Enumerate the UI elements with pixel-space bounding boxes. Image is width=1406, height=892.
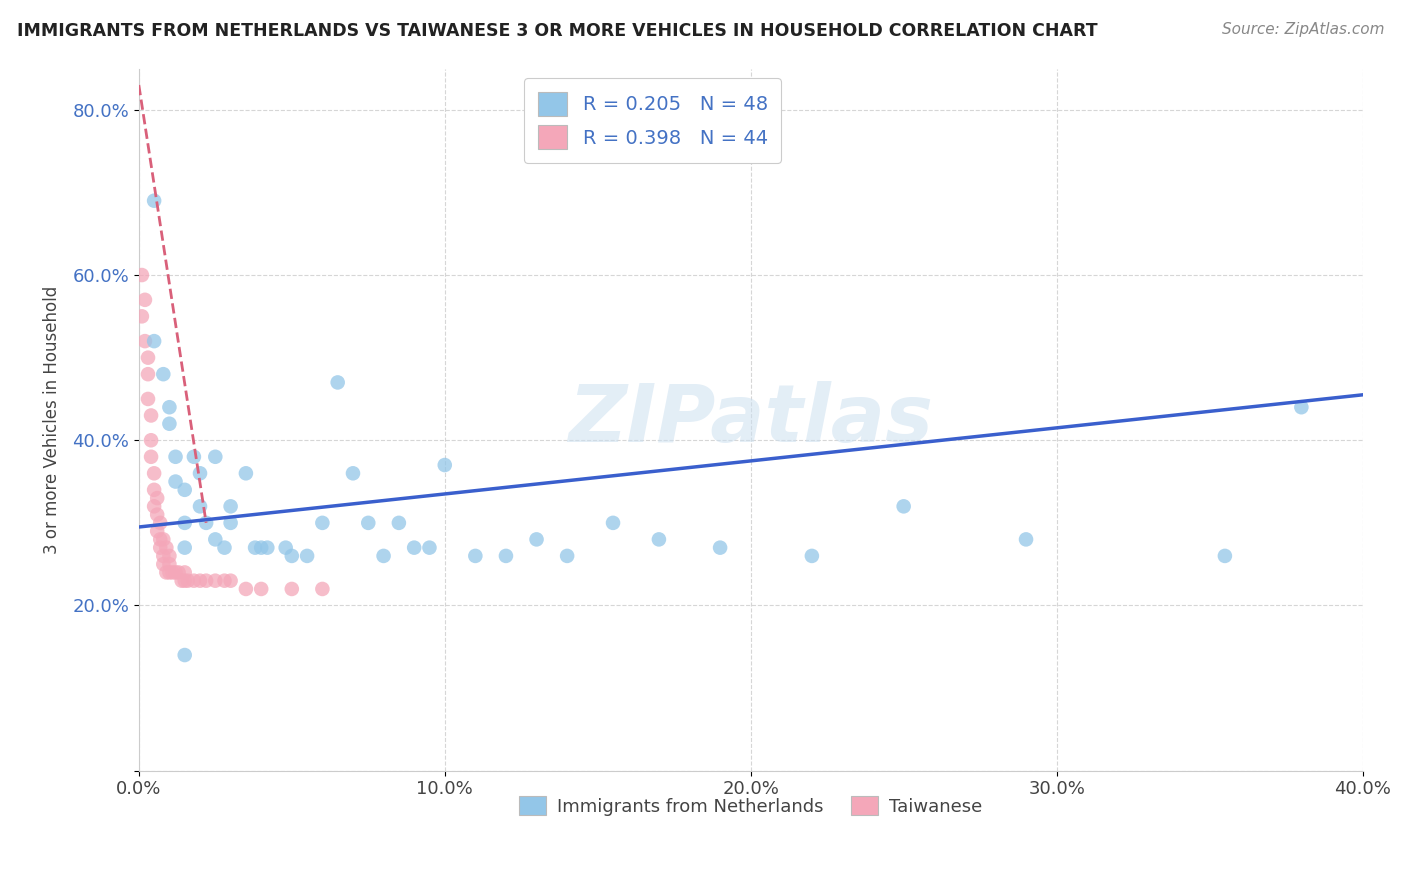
Point bbox=[188, 574, 211, 588]
Point bbox=[214, 541, 236, 555]
Point bbox=[157, 549, 180, 563]
Point bbox=[311, 516, 333, 530]
Point bbox=[357, 516, 380, 530]
Point bbox=[404, 541, 426, 555]
Point bbox=[295, 549, 318, 563]
Point bbox=[281, 582, 304, 596]
Point bbox=[204, 574, 226, 588]
Point bbox=[152, 557, 174, 571]
Text: Source: ZipAtlas.com: Source: ZipAtlas.com bbox=[1222, 22, 1385, 37]
Point bbox=[149, 516, 172, 530]
Point bbox=[131, 268, 153, 282]
Point bbox=[173, 574, 195, 588]
Point bbox=[146, 508, 169, 522]
Point bbox=[173, 566, 195, 580]
Point bbox=[173, 483, 195, 497]
Point bbox=[800, 549, 823, 563]
Point bbox=[1213, 549, 1236, 563]
Point bbox=[173, 516, 195, 530]
Point bbox=[165, 566, 187, 580]
Point bbox=[157, 417, 180, 431]
Point bbox=[136, 392, 159, 406]
Point bbox=[204, 450, 226, 464]
Legend: Immigrants from Netherlands, Taiwanese: Immigrants from Netherlands, Taiwanese bbox=[510, 788, 991, 825]
Point bbox=[162, 566, 184, 580]
Point bbox=[188, 467, 211, 481]
Point bbox=[195, 516, 218, 530]
Point bbox=[195, 574, 218, 588]
Point bbox=[373, 549, 395, 563]
Point bbox=[243, 541, 266, 555]
Point bbox=[155, 566, 177, 580]
Point bbox=[602, 516, 624, 530]
Point bbox=[139, 434, 162, 448]
Point bbox=[143, 194, 166, 208]
Point bbox=[235, 467, 257, 481]
Point bbox=[1291, 401, 1313, 415]
Point bbox=[139, 409, 162, 423]
Point bbox=[183, 450, 205, 464]
Point bbox=[131, 310, 153, 324]
Point bbox=[388, 516, 411, 530]
Point bbox=[146, 491, 169, 505]
Point bbox=[555, 549, 578, 563]
Point bbox=[157, 557, 180, 571]
Point bbox=[250, 541, 273, 555]
Point bbox=[134, 293, 156, 307]
Point bbox=[143, 500, 166, 514]
Point bbox=[149, 533, 172, 547]
Point bbox=[188, 500, 211, 514]
Point bbox=[256, 541, 278, 555]
Point bbox=[155, 541, 177, 555]
Point bbox=[149, 541, 172, 555]
Point bbox=[165, 450, 187, 464]
Point bbox=[152, 533, 174, 547]
Point bbox=[143, 467, 166, 481]
Point bbox=[183, 574, 205, 588]
Point bbox=[418, 541, 440, 555]
Point bbox=[219, 516, 242, 530]
Point bbox=[250, 582, 273, 596]
Point bbox=[235, 582, 257, 596]
Point bbox=[311, 582, 333, 596]
Point bbox=[281, 549, 304, 563]
Point bbox=[152, 549, 174, 563]
Y-axis label: 3 or more Vehicles in Household: 3 or more Vehicles in Household bbox=[44, 285, 60, 554]
Point bbox=[219, 500, 242, 514]
Point bbox=[893, 500, 915, 514]
Point bbox=[495, 549, 517, 563]
Text: IMMIGRANTS FROM NETHERLANDS VS TAIWANESE 3 OR MORE VEHICLES IN HOUSEHOLD CORRELA: IMMIGRANTS FROM NETHERLANDS VS TAIWANESE… bbox=[17, 22, 1098, 40]
Point bbox=[157, 566, 180, 580]
Point bbox=[136, 367, 159, 381]
Point bbox=[173, 541, 195, 555]
Point bbox=[165, 475, 187, 489]
Point bbox=[143, 483, 166, 497]
Point bbox=[134, 334, 156, 348]
Point bbox=[709, 541, 731, 555]
Point bbox=[152, 367, 174, 381]
Point bbox=[342, 467, 364, 481]
Point bbox=[526, 533, 548, 547]
Point bbox=[433, 458, 456, 472]
Point bbox=[1015, 533, 1038, 547]
Point bbox=[139, 450, 162, 464]
Point bbox=[326, 376, 349, 390]
Point bbox=[648, 533, 671, 547]
Point bbox=[136, 351, 159, 365]
Point bbox=[157, 401, 180, 415]
Point bbox=[143, 334, 166, 348]
Point bbox=[214, 574, 236, 588]
Point bbox=[464, 549, 486, 563]
Point bbox=[167, 566, 190, 580]
Point bbox=[204, 533, 226, 547]
Point bbox=[146, 524, 169, 538]
Text: ZIPatlas: ZIPatlas bbox=[568, 381, 934, 458]
Point bbox=[219, 574, 242, 588]
Point bbox=[170, 574, 193, 588]
Point bbox=[177, 574, 200, 588]
Point bbox=[173, 648, 195, 662]
Point bbox=[274, 541, 297, 555]
